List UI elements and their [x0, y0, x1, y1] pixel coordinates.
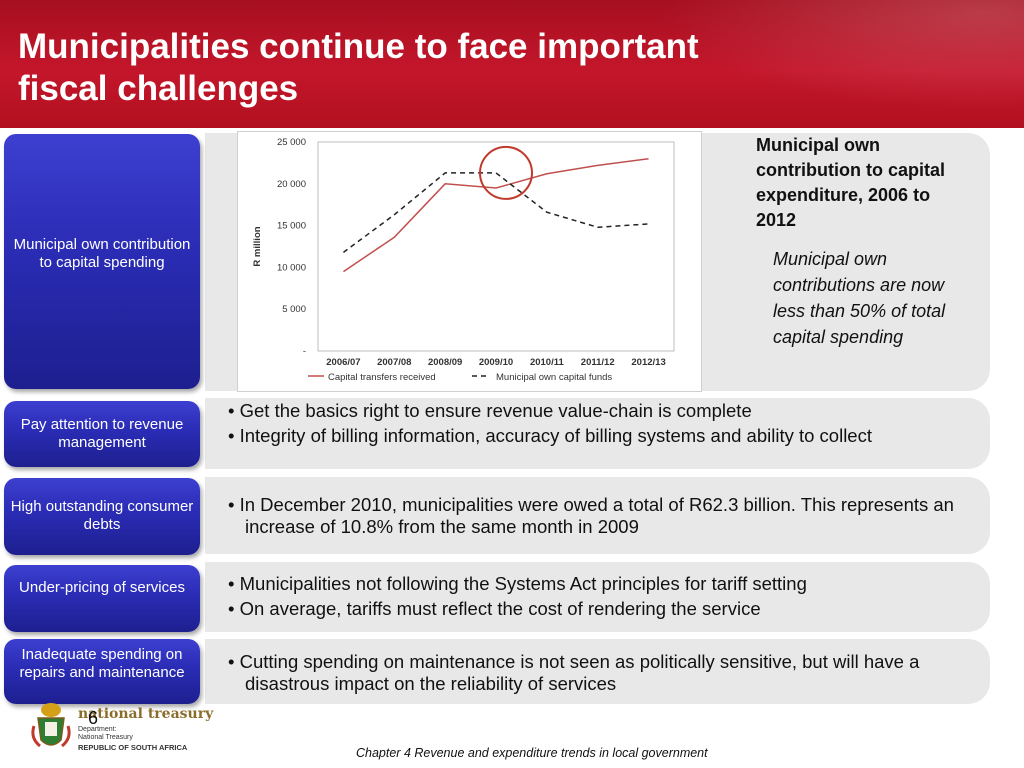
x-tick-label: 2010/11: [530, 357, 565, 368]
y-tick-label: 20 000: [277, 179, 306, 190]
label-box-under-pricing: Under-pricing of services: [4, 565, 200, 632]
logo-line3: REPUBLIC OF SOUTH AFRICA: [78, 743, 188, 752]
title-bar: Municipalities continue to face importan…: [0, 0, 1024, 128]
series-line-own-capital-funds: [342, 172, 649, 253]
page-title-line1: Municipalities continue to face importan…: [18, 27, 699, 66]
chart-frame: - 5 000 10 000 15 000 20 000 25 000 2006/07 200…: [237, 131, 702, 392]
logo-line1: Department:: [78, 726, 117, 733]
x-tick-label: 2008/09: [428, 357, 462, 368]
label-box-revenue-management: Pay attention to revenue management: [4, 401, 200, 467]
bullet-item: • Integrity of billing information, accu…: [228, 425, 872, 446]
label-capital-spending: Municipal own contribution to capital sp…: [13, 236, 191, 271]
pricing-panel: [205, 562, 990, 632]
bullets-revenue: • Get the basics right to ensure revenue…: [228, 400, 968, 450]
x-tick-label: 2007/08: [377, 357, 411, 368]
coat-of-arms-logo: [28, 700, 178, 752]
chart-note: Municipal own contributions are now less…: [773, 249, 946, 347]
label-box-consumer-debts: High outstanding consumer debts: [4, 478, 200, 555]
page-number: 6: [88, 708, 99, 728]
x-tick-label: 2009/10: [479, 357, 513, 368]
x-tick-label: 2012/13: [631, 357, 665, 368]
legend-label: Municipal own capital funds: [496, 372, 612, 383]
legend-label: Capital transfers received: [328, 372, 436, 383]
bullets-maintenance: • Cutting spending on maintenance is not…: [228, 651, 968, 698]
treasury-logo-text: national treasury Department: National T…: [78, 706, 214, 754]
y-tick-label: -: [303, 346, 306, 357]
bullet-item: • On average, tariffs must reflect the c…: [228, 598, 761, 619]
bullet-item: • In December 2010, municipalities were …: [228, 494, 954, 537]
y-tick-label: 10 000: [277, 262, 306, 273]
label-box-capital-spending: Municipal own contribution to capital sp…: [4, 134, 200, 389]
label-box-repairs-maintenance: Inadequate spending on repairs and maint…: [4, 639, 200, 704]
bullet-item: • Cutting spending on maintenance is not…: [228, 651, 920, 694]
label-consumer-debts: High outstanding consumer debts: [10, 498, 194, 533]
label-repairs-maintenance: Inadequate spending on repairs and maint…: [19, 646, 185, 681]
series-line-capital-transfers: [343, 157, 649, 273]
label-under-pricing: Under-pricing of services: [19, 579, 185, 596]
page-title: Municipalities continue to face importan…: [18, 26, 838, 110]
chart-heading: Municipal own contribution to capital ex…: [756, 135, 945, 230]
y-tick-label: 25 000: [277, 137, 306, 148]
debts-panel: [205, 477, 990, 554]
logo-brand: national treasury: [78, 706, 214, 722]
bullets-debts: • In December 2010, municipalities were …: [228, 494, 968, 541]
bullet-item: • Get the basics right to ensure revenue…: [228, 400, 752, 421]
logo-line2: National Treasury: [78, 734, 133, 741]
title-decoration: [604, 0, 1024, 128]
footer-chapter: Chapter 4 Revenue and expenditure trends…: [356, 746, 708, 760]
x-tick-label: 2011/12: [581, 357, 615, 368]
x-tick-label: 2006/07: [326, 357, 360, 368]
label-revenue-management: Pay attention to revenue management: [20, 416, 184, 451]
y-tick-label: 5 000: [282, 304, 306, 315]
bullets-pricing: • Municipalities not following the Syste…: [228, 573, 968, 623]
revenue-panel: [205, 398, 990, 469]
bullet-item: • Municipalities not following the Syste…: [228, 573, 807, 594]
plot-area: [317, 141, 675, 352]
page-title-line2: fiscal challenges: [18, 69, 299, 108]
coat-of-arms-icon: [31, 703, 71, 748]
line-chart: - 5 000 10 000 15 000 20 000 25 000 2006/07 200…: [252, 137, 675, 383]
maintenance-panel: [205, 639, 990, 704]
y-tick-label: 15 000: [277, 221, 306, 232]
y-axis-label: R million: [252, 226, 263, 266]
highlight-circle: [479, 145, 533, 200]
